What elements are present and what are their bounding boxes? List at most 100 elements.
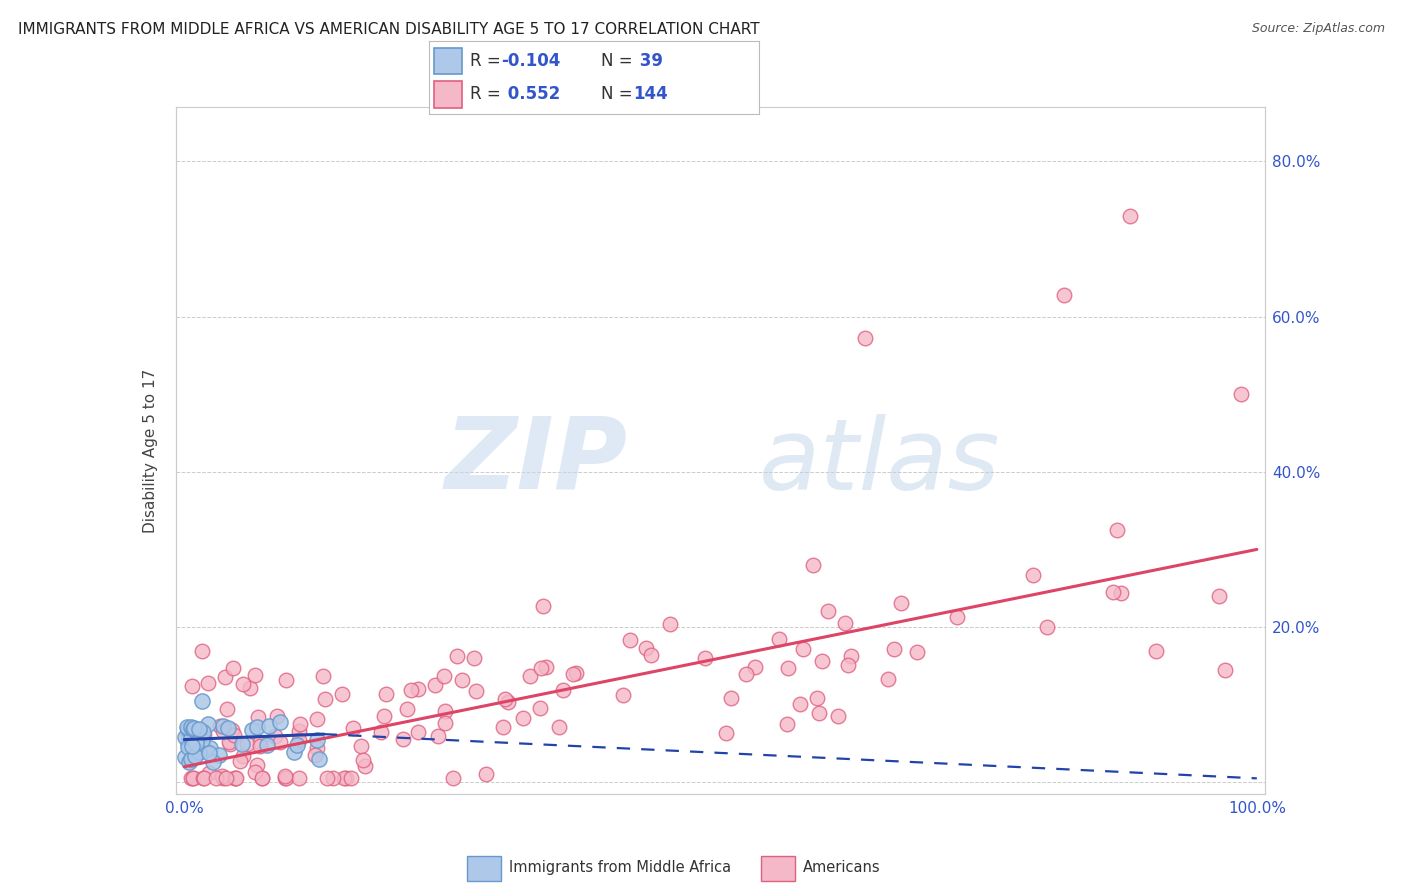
Point <box>224 772 246 786</box>
Point <box>464 684 486 698</box>
Point <box>179 752 201 766</box>
Point <box>827 709 849 723</box>
Point <box>180 751 202 765</box>
Point <box>659 617 682 632</box>
Point <box>305 733 328 747</box>
Point <box>330 687 353 701</box>
Point <box>269 715 291 730</box>
Point <box>547 720 569 734</box>
Bar <box>434 81 461 108</box>
Bar <box>467 856 502 880</box>
Point <box>285 738 308 752</box>
Point <box>534 660 557 674</box>
Point <box>240 723 263 737</box>
Point <box>834 616 856 631</box>
Point <box>714 726 737 740</box>
Point <box>305 712 328 726</box>
Point <box>259 719 281 733</box>
Point <box>806 690 828 705</box>
Point <box>1144 644 1167 658</box>
Point <box>396 702 419 716</box>
Point <box>217 721 239 735</box>
Point <box>236 737 259 751</box>
Text: R =: R = <box>470 52 501 70</box>
Point <box>181 723 204 737</box>
Point <box>287 772 309 786</box>
Point <box>529 701 551 715</box>
Point <box>463 650 485 665</box>
Point <box>208 718 231 732</box>
Text: 144: 144 <box>634 86 668 103</box>
Point <box>177 755 200 769</box>
Point <box>187 722 209 736</box>
Point <box>1022 567 1045 582</box>
Point <box>494 691 516 706</box>
Point <box>1053 288 1076 302</box>
Text: 0.552: 0.552 <box>502 86 560 103</box>
Point <box>274 769 297 783</box>
Point <box>218 737 240 751</box>
Text: ZIP: ZIP <box>444 412 628 509</box>
Point <box>249 735 271 749</box>
Bar <box>761 856 796 880</box>
Point <box>183 747 205 761</box>
Point <box>221 660 243 674</box>
Point <box>180 731 202 745</box>
Point <box>205 772 228 786</box>
Point <box>634 640 657 655</box>
Text: Immigrants from Middle Africa: Immigrants from Middle Africa <box>509 861 731 875</box>
Point <box>693 651 716 665</box>
Point <box>256 738 278 752</box>
Point <box>202 755 225 769</box>
Point <box>335 772 357 786</box>
Point <box>191 644 214 658</box>
Point <box>304 748 326 763</box>
Point <box>619 633 641 648</box>
Point <box>370 725 392 739</box>
Point <box>561 667 583 681</box>
Point <box>176 736 198 750</box>
Point <box>496 695 519 709</box>
Point <box>314 691 336 706</box>
Point <box>1213 663 1236 677</box>
Point <box>181 772 204 786</box>
Point <box>564 666 586 681</box>
Point <box>817 603 839 617</box>
Point <box>225 772 247 786</box>
Point <box>218 734 240 748</box>
Point <box>406 682 429 697</box>
Point <box>315 772 337 786</box>
Point <box>184 727 207 741</box>
Point <box>450 673 472 688</box>
Point <box>198 746 221 760</box>
Point <box>353 759 375 773</box>
Point <box>1111 586 1133 600</box>
Text: -0.104: -0.104 <box>502 52 561 70</box>
Bar <box>434 47 461 74</box>
Point <box>215 702 238 716</box>
Point <box>735 667 758 681</box>
Point <box>322 772 344 786</box>
Point <box>232 749 254 764</box>
Point <box>789 698 811 712</box>
Point <box>853 331 876 345</box>
Point <box>339 772 361 786</box>
Point <box>1107 523 1129 537</box>
Point <box>273 772 295 786</box>
Point <box>1102 585 1125 599</box>
Point <box>720 690 742 705</box>
Point <box>191 772 214 786</box>
Point <box>188 744 211 758</box>
Point <box>250 772 273 786</box>
Point <box>184 748 207 763</box>
Point <box>406 725 429 739</box>
Point <box>197 716 219 731</box>
Point <box>811 654 834 668</box>
Point <box>174 750 197 764</box>
Point <box>246 757 269 772</box>
Point <box>221 723 243 738</box>
Point <box>191 725 214 739</box>
Point <box>180 739 202 753</box>
Point <box>288 723 311 738</box>
Point <box>1229 387 1251 401</box>
